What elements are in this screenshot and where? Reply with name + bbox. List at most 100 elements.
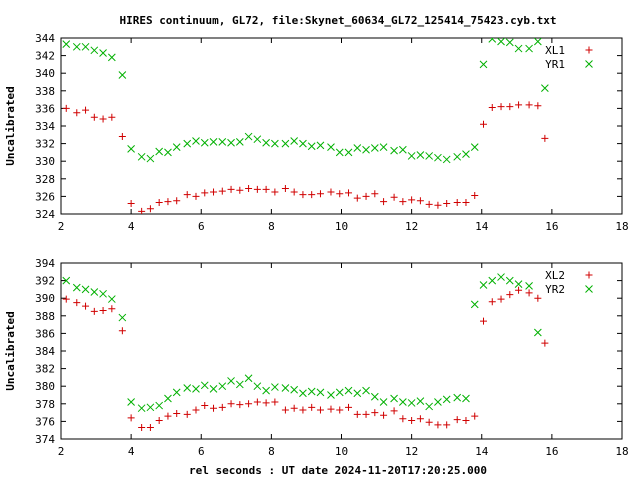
yr2-point bbox=[164, 394, 172, 403]
yr1-point bbox=[316, 141, 325, 150]
xl2-point bbox=[192, 406, 200, 414]
xl2-point bbox=[164, 412, 172, 420]
yr2-point bbox=[442, 395, 451, 404]
yr1-point bbox=[379, 143, 388, 151]
x-tick-label: 12 bbox=[405, 445, 418, 458]
xl2-point bbox=[345, 403, 353, 411]
yr2-point bbox=[235, 380, 244, 389]
xl2-point bbox=[90, 307, 98, 315]
yr2-point bbox=[327, 391, 335, 399]
yr2-point bbox=[370, 392, 379, 401]
legend-marker bbox=[585, 271, 593, 279]
xl1-point bbox=[62, 104, 70, 112]
xl2-point bbox=[390, 407, 398, 415]
yr2-point bbox=[299, 389, 307, 398]
yr2-point bbox=[434, 398, 442, 406]
y-tick-label: 332 bbox=[35, 138, 55, 151]
xl1-point bbox=[380, 198, 388, 206]
yr1-point bbox=[107, 53, 116, 62]
xl2-point bbox=[462, 417, 470, 425]
xl1-point bbox=[497, 103, 505, 111]
yr2-point bbox=[209, 384, 218, 393]
yr1-point bbox=[390, 146, 398, 155]
lower-panel: 2 4 6 8 10 12 14 16 18 374 376 378 380 382 384 386 388 39… bbox=[4, 257, 629, 458]
yr2-point bbox=[200, 381, 209, 390]
yr1-point bbox=[505, 38, 514, 47]
yr1-point bbox=[370, 144, 379, 152]
xl2-point bbox=[218, 403, 226, 411]
yr2-point bbox=[99, 289, 107, 298]
y-axis-label: Uncalibrated bbox=[4, 311, 17, 390]
yr2-point bbox=[344, 386, 353, 395]
xl1-point bbox=[462, 199, 470, 207]
xl1-point bbox=[480, 120, 488, 128]
yr2-point bbox=[271, 383, 279, 391]
x-tick-label: 16 bbox=[545, 445, 558, 458]
xl1-point bbox=[138, 207, 146, 214]
y-tick-label: 374 bbox=[35, 433, 55, 446]
yr1-point bbox=[353, 144, 362, 152]
yr2-point bbox=[253, 382, 262, 391]
yr1-point bbox=[235, 137, 244, 146]
xl1-point bbox=[236, 186, 244, 194]
xl2-point bbox=[488, 298, 496, 306]
xl1-point bbox=[327, 188, 335, 196]
xl1-point bbox=[515, 101, 523, 109]
yr2-point bbox=[470, 300, 479, 309]
xl2-point bbox=[99, 307, 107, 315]
yr2-point bbox=[137, 404, 146, 413]
legend-label: YR1 bbox=[545, 58, 565, 71]
xl1-point bbox=[146, 205, 154, 213]
yr1-point bbox=[146, 154, 155, 163]
y-tick-label: 376 bbox=[35, 415, 55, 428]
xl1-point bbox=[336, 190, 344, 198]
yr1-point bbox=[281, 139, 290, 148]
xl2-point bbox=[245, 400, 253, 408]
yr1-point bbox=[127, 145, 135, 153]
yr2-point bbox=[183, 384, 192, 392]
xl1-point bbox=[127, 199, 135, 207]
xl2-point bbox=[471, 412, 479, 420]
y-tick-label: 330 bbox=[35, 155, 55, 168]
y-tick-label: 344 bbox=[35, 32, 55, 45]
plot-frame bbox=[60, 37, 623, 215]
y-tick-label: 394 bbox=[35, 257, 55, 270]
yr2-point bbox=[244, 374, 253, 383]
yr2-point bbox=[353, 389, 362, 398]
xl1-point bbox=[345, 189, 353, 197]
xl1-point bbox=[245, 184, 253, 192]
yr2-point bbox=[533, 328, 542, 337]
yr2-point bbox=[514, 280, 523, 288]
yr2-point bbox=[505, 276, 514, 285]
xl1-point bbox=[227, 185, 235, 193]
yr2-point bbox=[281, 384, 290, 392]
yr2-point bbox=[118, 313, 127, 322]
data-points bbox=[62, 273, 549, 432]
xl2-point bbox=[127, 414, 135, 422]
xl1-point bbox=[408, 196, 416, 204]
yr1-point bbox=[525, 44, 533, 53]
yr2-point bbox=[62, 276, 71, 285]
xl2-point bbox=[408, 417, 416, 425]
yr1-point bbox=[200, 138, 209, 147]
yr2-point bbox=[107, 295, 116, 303]
yr2-point bbox=[390, 394, 398, 403]
xl1-point bbox=[262, 185, 270, 193]
yr1-point bbox=[533, 38, 542, 46]
xl2-point bbox=[173, 409, 181, 417]
xl2-point bbox=[480, 317, 488, 325]
legend-marker bbox=[585, 60, 593, 68]
yr2-point bbox=[488, 276, 497, 285]
xl1-point bbox=[253, 185, 261, 193]
xl1-point bbox=[506, 103, 514, 111]
yr2-point bbox=[127, 398, 135, 406]
yr1-point bbox=[244, 132, 253, 141]
yr2-point bbox=[262, 386, 270, 395]
xl2-point bbox=[290, 404, 298, 412]
yr1-point bbox=[514, 44, 523, 53]
xl1-point bbox=[99, 115, 107, 123]
yr2-point bbox=[172, 388, 181, 397]
xl2-point bbox=[336, 406, 344, 414]
y-tick-label: 334 bbox=[35, 120, 55, 133]
